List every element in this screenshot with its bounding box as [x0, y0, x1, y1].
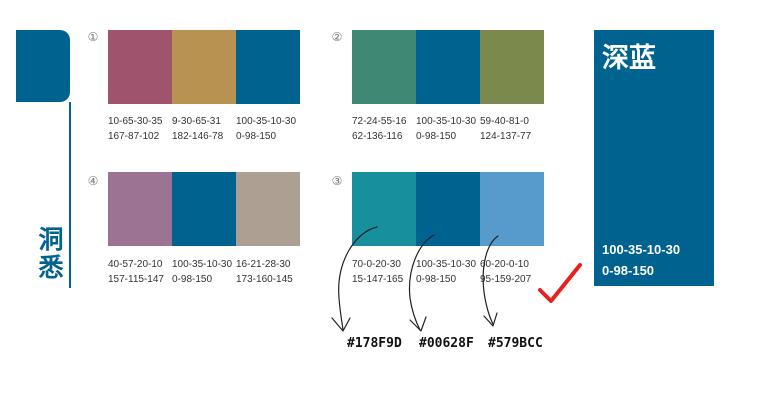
color-swatch [416, 172, 480, 246]
cmyk-value: 10-65-30-35 [108, 116, 163, 127]
cmyk-value: 100-35-10-30 [172, 259, 233, 270]
color-swatch [108, 172, 172, 246]
featured-color-card: 深蓝 100-35-10-30 0-98-150 [594, 30, 714, 286]
cmyk-value: 100-35-10-30 [236, 116, 297, 127]
side-tab-marker [16, 30, 70, 102]
checkmark-icon [538, 263, 582, 303]
cmyk-value: 60-20-0-10 [480, 259, 529, 270]
featured-cmyk-value: 100-35-10-30 [602, 242, 681, 257]
rgb-value: 0-98-150 [172, 274, 213, 285]
color-swatch [480, 172, 544, 246]
cmyk-value: 70-0-20-30 [352, 259, 401, 270]
cmyk-value: 40-57-20-10 [108, 259, 163, 270]
rgb-value: 157-115-147 [108, 274, 164, 285]
group-number: ① [87, 30, 99, 44]
rgb-value: 173-160-145 [236, 274, 293, 285]
cmyk-value: 100-35-10-30 [416, 259, 477, 270]
rgb-value: 0-98-150 [416, 131, 457, 142]
group-number: ③ [331, 174, 343, 188]
color-swatch [480, 30, 544, 104]
group-number: ④ [87, 174, 99, 188]
side-divider-line [69, 102, 71, 288]
rgb-value: 182-146-78 [172, 131, 224, 142]
cmyk-value: 9-30-65-31 [172, 116, 221, 127]
color-swatch [236, 30, 300, 104]
section-title-char: 洞 [38, 225, 64, 254]
section-title: 洞 悉 [36, 226, 66, 282]
color-swatch [352, 30, 416, 104]
rgb-value: 167-87-102 [108, 131, 160, 142]
section-title-char: 悉 [38, 253, 64, 282]
cmyk-value: 100-35-10-30 [416, 116, 477, 127]
rgb-value: 95-159-207 [480, 274, 532, 285]
rgb-value: 62-136-116 [352, 131, 403, 142]
arrow-3-icon [482, 235, 499, 325]
arrow-3-head-icon [483, 312, 498, 327]
cmyk-value: 16-21-28-30 [236, 259, 291, 270]
arrow-1-head-icon [331, 317, 351, 332]
arrow-1-icon [338, 226, 378, 331]
cmyk-value: 72-24-55-16 [352, 116, 407, 127]
arrow-2-icon [408, 234, 435, 331]
cmyk-value: 59-40-81-0 [480, 116, 529, 127]
hex-code: #00628F [419, 336, 474, 351]
color-swatch [172, 30, 236, 104]
rgb-value: 124-137-77 [480, 131, 532, 142]
color-swatch [416, 30, 480, 104]
rgb-value: 0-98-150 [236, 131, 277, 142]
color-swatch [172, 172, 236, 246]
hex-code: #178F9D [347, 336, 402, 351]
rgb-value: 15-147-165 [352, 274, 404, 285]
color-swatch [108, 30, 172, 104]
hex-code: #579BCC [488, 336, 543, 351]
group-number: ② [331, 30, 343, 44]
color-swatch [236, 172, 300, 246]
arrow-2-head-icon [409, 316, 427, 332]
featured-color-name: 深蓝 [602, 43, 656, 74]
featured-rgb-value: 0-98-150 [602, 263, 655, 278]
rgb-value: 0-98-150 [416, 274, 457, 285]
